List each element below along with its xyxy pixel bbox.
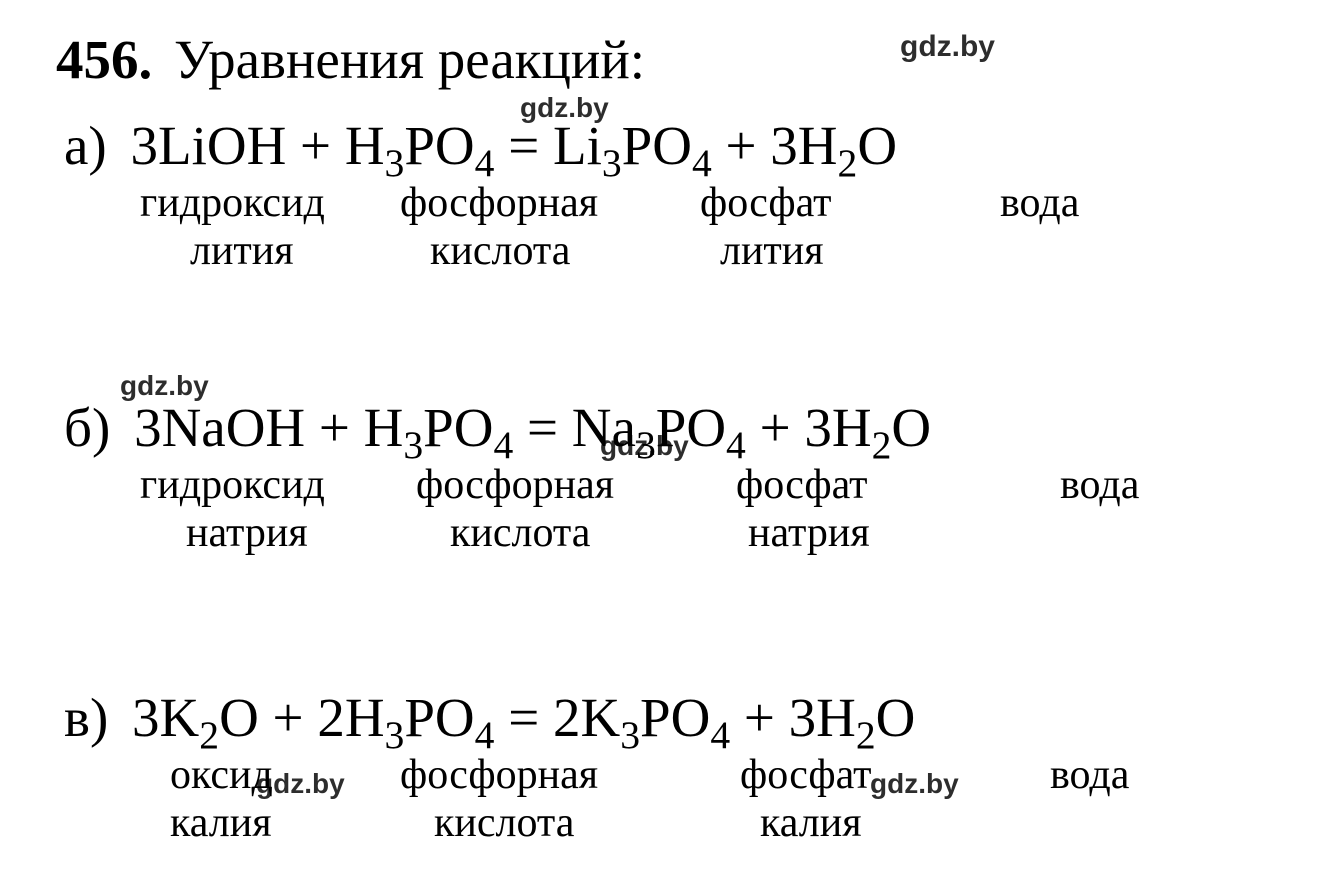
watermark-5: gdz.by xyxy=(870,768,959,800)
reaction-b-name-1-l1: фосфорная xyxy=(416,464,614,506)
watermark-3: gdz.by xyxy=(600,430,689,462)
reaction-b-name-3-l1: вода xyxy=(1060,464,1139,506)
document-root: 456. Уравнения реакций: а) 3LiOH + H3PO4… xyxy=(0,0,1331,896)
reaction-a-name-1-l1: фосфорная xyxy=(400,182,598,224)
reaction-b-label: б) xyxy=(64,397,110,458)
reaction-b-name-0-l2: натрия xyxy=(186,512,308,554)
problem-number: 456. xyxy=(56,29,152,90)
reaction-a-name-3-l1: вода xyxy=(1000,182,1079,224)
title-line: 456. Уравнения реакций: xyxy=(56,32,645,87)
reaction-c-name-0-l2: калия xyxy=(170,802,272,844)
watermark-2: gdz.by xyxy=(120,370,209,402)
reaction-b-name-2-l2: натрия xyxy=(748,512,870,554)
reaction-a: а) 3LiOH + H3PO4 = Li3PO4 + 3H2O xyxy=(64,118,897,173)
reaction-c-name-1-l1: фосфорная xyxy=(400,754,598,796)
reaction-a-name-2-l2: лития xyxy=(720,230,824,272)
reaction-c-name-2-l1: фосфат xyxy=(740,754,872,796)
reaction-b: б) 3NaOH + H3PO4 = Na3PO4 + 3H2O xyxy=(64,400,931,455)
title-text: Уравнения реакций: xyxy=(174,29,645,90)
reaction-c-name-2-l2: калия xyxy=(760,802,862,844)
reaction-a-name-2-l1: фосфат xyxy=(700,182,832,224)
reaction-c: в) 3K2O + 2H3PO4 = 2K3PO4 + 3H2O xyxy=(64,690,915,745)
reaction-b-name-0-l1: гидроксид xyxy=(140,464,325,506)
reaction-b-name-1-l2: кислота xyxy=(450,512,590,554)
watermark-0: gdz.by xyxy=(900,30,995,64)
reaction-b-equation: 3NaOH + H3PO4 = Na3PO4 + 3H2O xyxy=(134,397,931,458)
reaction-c-label: в) xyxy=(64,687,108,748)
watermark-4: gdz.by xyxy=(256,768,345,800)
reaction-c-name-3-l1: вода xyxy=(1050,754,1129,796)
reaction-a-equation: 3LiOH + H3PO4 = Li3PO4 + 3H2O xyxy=(130,115,897,176)
reaction-a-name-0-l1: гидроксид xyxy=(140,182,325,224)
reaction-a-name-1-l2: кислота xyxy=(430,230,570,272)
reaction-a-name-0-l2: лития xyxy=(190,230,294,272)
reaction-a-label: а) xyxy=(64,115,107,176)
reaction-c-name-1-l2: кислота xyxy=(434,802,574,844)
reaction-b-name-2-l1: фосфат xyxy=(736,464,868,506)
watermark-1: gdz.by xyxy=(520,92,609,124)
reaction-c-equation: 3K2O + 2H3PO4 = 2K3PO4 + 3H2O xyxy=(132,687,915,748)
